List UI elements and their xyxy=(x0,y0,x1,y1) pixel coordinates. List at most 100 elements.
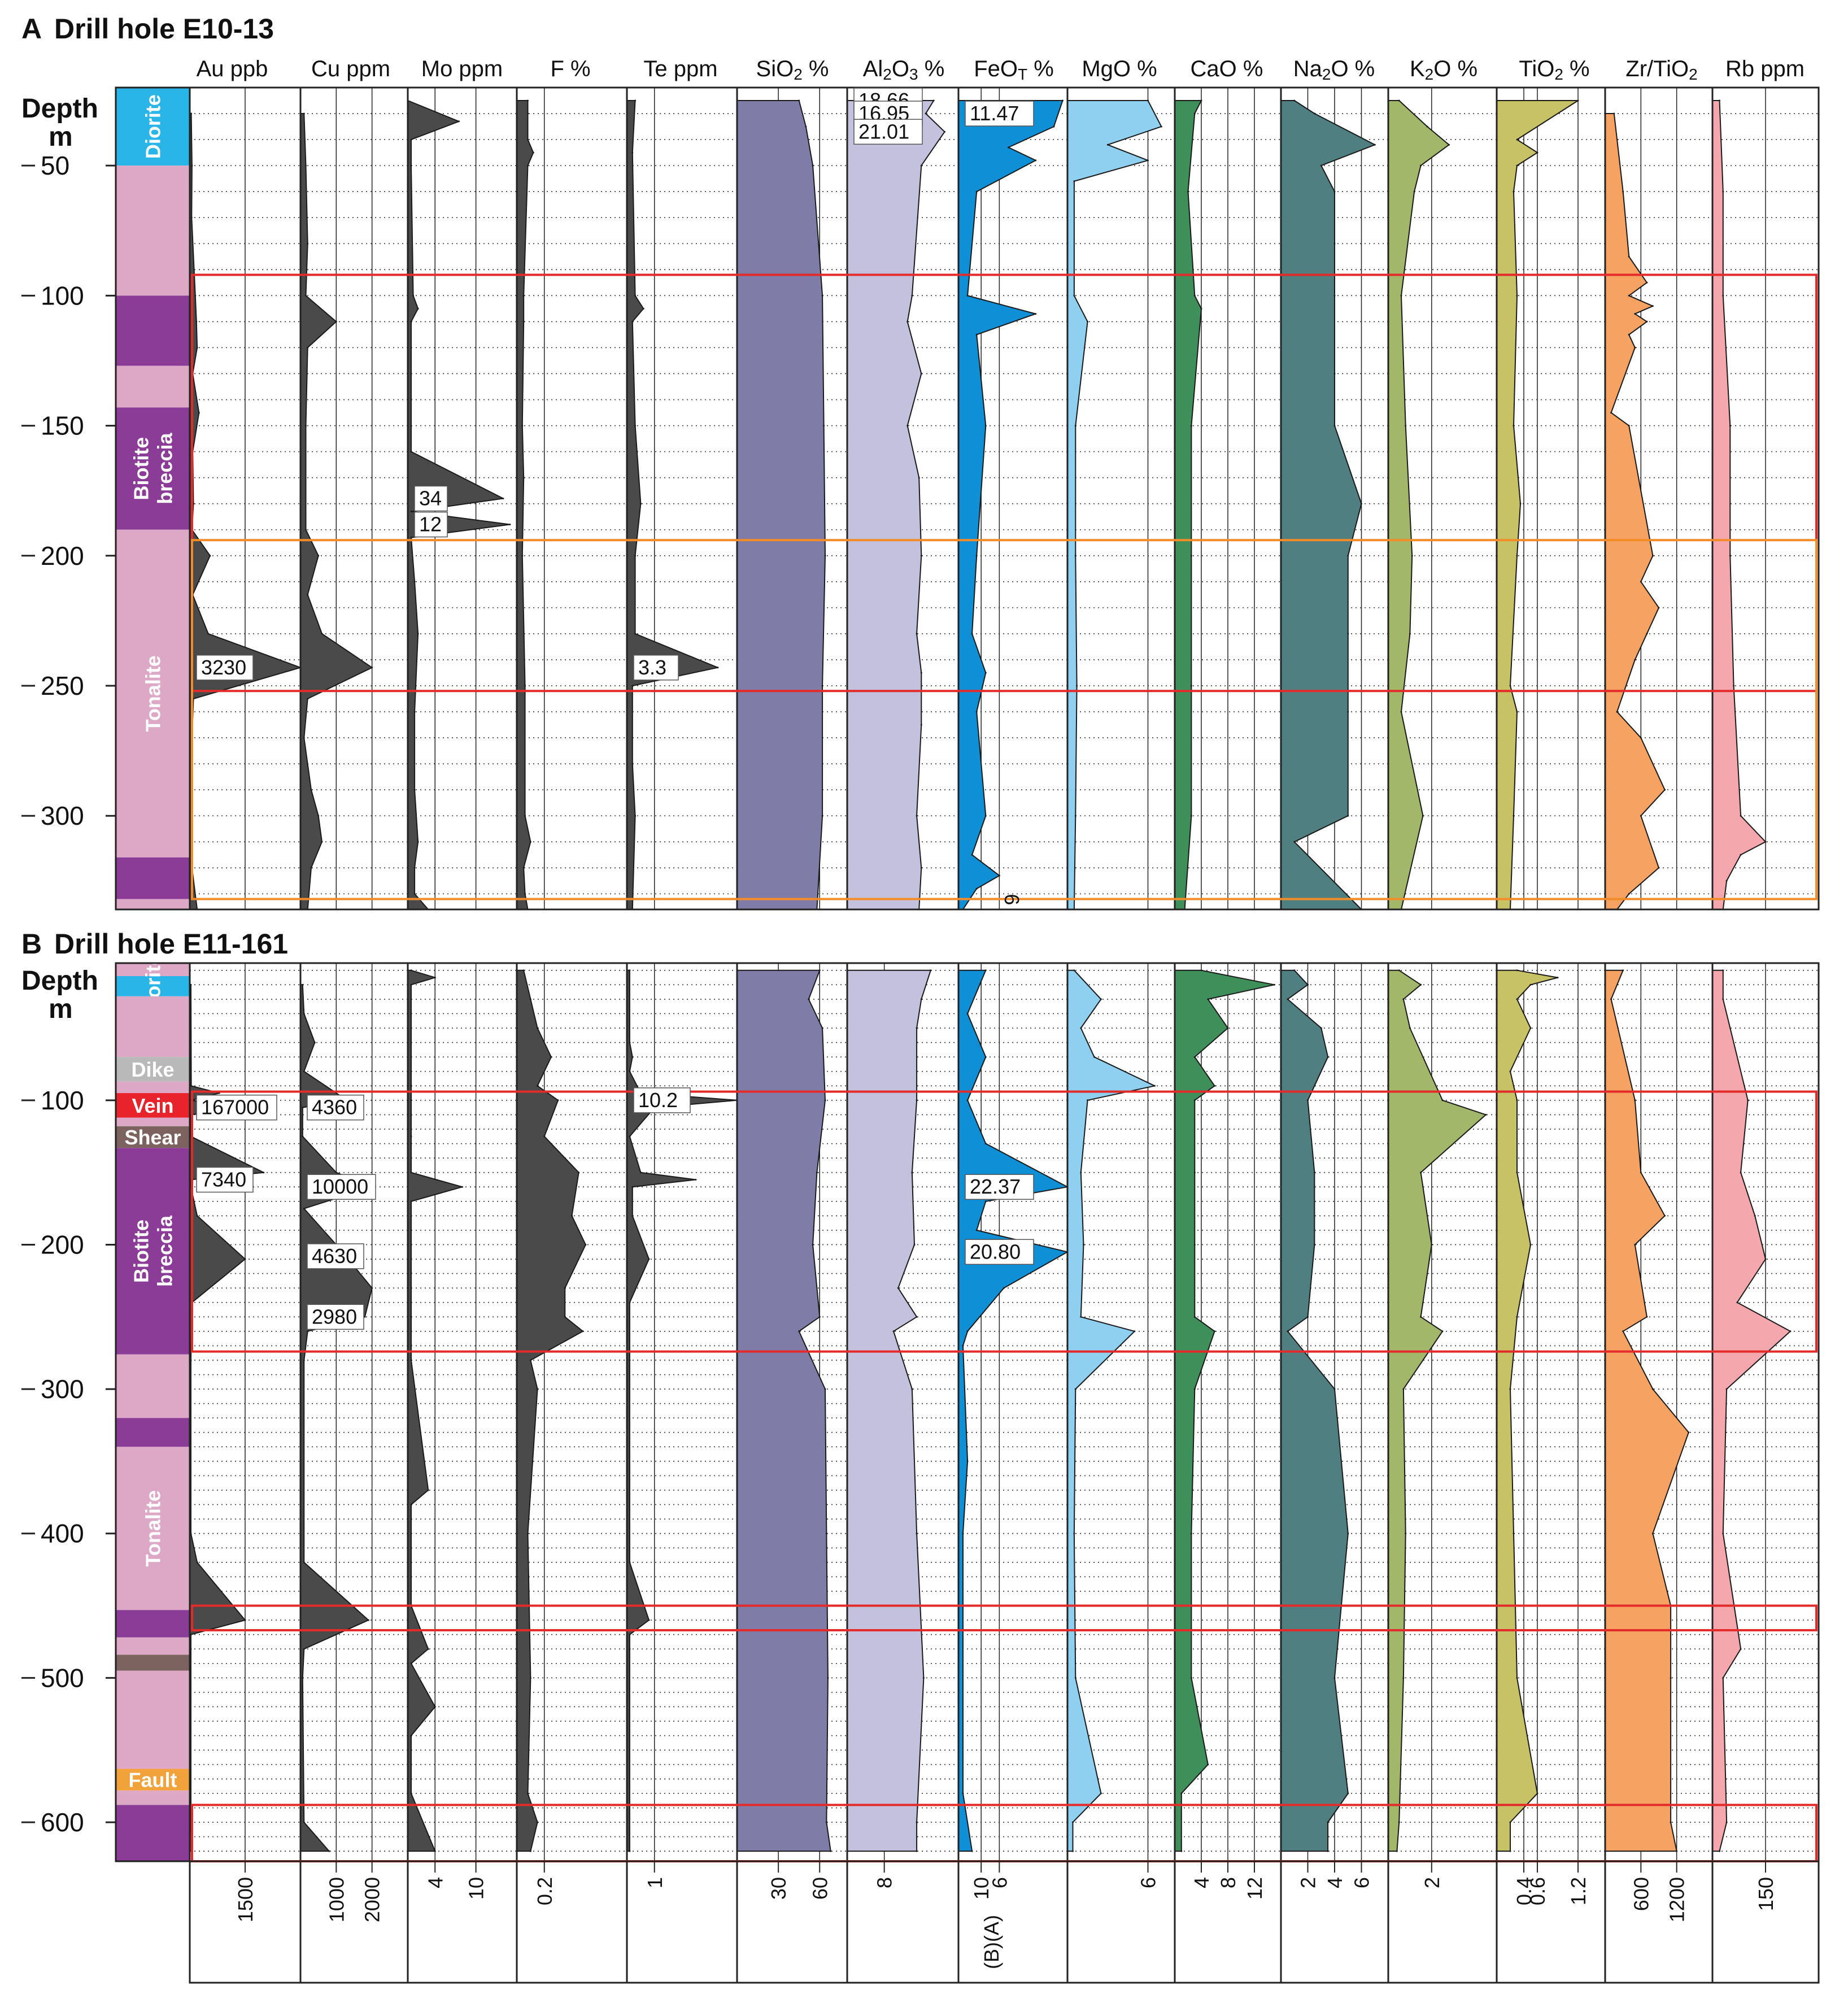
panel-a-sio2-point xyxy=(821,294,823,297)
header-zr-tio2: Zr/TiO2 xyxy=(1625,56,1697,83)
panel-b-au-point xyxy=(263,1172,265,1174)
panel-a-sio2-point xyxy=(824,555,826,557)
panel-a-mgo-point xyxy=(1160,125,1162,128)
panel-a-feot-point xyxy=(975,333,978,336)
panel-b-lith-breccia-18 xyxy=(116,1805,190,1861)
panel-a-k2o-point xyxy=(1398,99,1400,102)
panel-a-cu-point xyxy=(371,667,373,669)
panel-b-al2o3-point xyxy=(892,1330,895,1333)
panel-b-zrtio2-point xyxy=(1651,1388,1654,1390)
header-rb: Rb ppm xyxy=(1725,56,1805,81)
panel-a-cu-point xyxy=(335,320,337,323)
panel-b-lith-label-biotite-breccia: Biotitebreccia xyxy=(130,1215,177,1287)
panel-b-zrtio2-point xyxy=(1634,1244,1636,1246)
panel-b-zrtio2-point xyxy=(1676,1850,1678,1852)
panel-a-tio2-point xyxy=(1513,190,1515,193)
panel-a-tio2-point xyxy=(1516,711,1518,713)
panel-a-au-point xyxy=(194,294,197,297)
panel-a-annotation-box xyxy=(414,511,448,538)
panel-a-feot-point xyxy=(975,555,978,557)
panel-b-f-point xyxy=(529,1850,531,1852)
panel-a-annotation-al2o3: 21.01 xyxy=(858,120,909,143)
panel-b-cu-point xyxy=(313,1042,316,1044)
panel-a-sio2-point xyxy=(812,164,814,167)
panel-b-cao-point xyxy=(1193,1099,1196,1102)
panel-b-cao-point xyxy=(1193,1316,1196,1318)
panel-b-mgo-point xyxy=(1080,1172,1082,1174)
panel-b-feot-point xyxy=(984,1056,987,1058)
panel-a-te-point xyxy=(634,99,637,102)
panel-b-rb-point xyxy=(1736,1301,1738,1304)
panel-b-lith-tonalite-6 xyxy=(116,1117,190,1126)
panel-b-cao-profile xyxy=(1174,969,1275,1852)
panel-a-al2o3-point xyxy=(916,815,918,817)
panel-a-f-point xyxy=(527,99,529,102)
panel-b-tio2-point xyxy=(1516,1099,1518,1102)
panel-b-f-point xyxy=(578,1172,580,1174)
panel-a-na2o-point xyxy=(1347,711,1349,713)
panel-b-lith-tonalite-17 xyxy=(116,1790,190,1805)
panel-b-mgo-point xyxy=(1087,1099,1089,1102)
panel-b-f-point xyxy=(543,1135,546,1138)
panel-a-k2o-point xyxy=(1420,164,1422,167)
panel-b-mo-point xyxy=(410,1316,412,1318)
panel-b-lith-tonalite-13 xyxy=(116,1637,190,1655)
panel-b-depth-unit: m xyxy=(49,994,73,1024)
panel-b-na2o-point xyxy=(1327,1850,1329,1852)
panel-b-cao-point xyxy=(1190,1677,1192,1679)
panel-b-cao-point xyxy=(1193,1388,1196,1390)
bottom-tick-label-f: 0.2 xyxy=(533,1877,556,1905)
panel-b-al2o3-point xyxy=(913,1244,916,1246)
panel-b-cao-point xyxy=(1180,1792,1183,1795)
panel-b-f-point xyxy=(585,1244,587,1246)
panel-b-k2o-point xyxy=(1420,983,1422,986)
bottom-tick-label-cao: 12 xyxy=(1243,1877,1266,1900)
panel-a-cao-point xyxy=(1190,555,1192,557)
panel-a-zrtio2-point xyxy=(1651,305,1654,307)
panel-a-na2o-point xyxy=(1347,633,1349,635)
panel-a-f-point xyxy=(522,294,525,297)
panel-b-na2o-point xyxy=(1287,1330,1289,1333)
panel-a-feot-point xyxy=(984,672,987,674)
panel-b-lith-label-tonalite: Tonalite xyxy=(142,1490,165,1566)
panel-a-f-point xyxy=(521,555,524,557)
panel-a-sio2-profile xyxy=(736,100,826,910)
panel-a-lith-tonalite-5 xyxy=(116,529,190,857)
panel-b-tio2-point xyxy=(1557,977,1559,979)
panel-a-al2o3-point xyxy=(920,373,922,375)
panel-b-sio2-point xyxy=(830,1850,832,1852)
panel-b-cao-point xyxy=(1180,1850,1183,1852)
panel-b-depth-tick-label: 200 xyxy=(41,1230,84,1259)
panel-b-f-point xyxy=(564,1287,566,1289)
bottom-tick-label-zrtio2: 1200 xyxy=(1666,1877,1689,1922)
panel-b-f-point xyxy=(529,1359,531,1361)
panel-b-f-point xyxy=(537,1388,539,1390)
panel-a-na2o-point xyxy=(1333,242,1336,245)
panel-a-cu-point xyxy=(321,841,323,843)
panel-b-na2o-point xyxy=(1347,1533,1349,1535)
panel-a-zrtio2-point xyxy=(1664,789,1666,791)
panel-a-na2o-point xyxy=(1361,503,1362,505)
panel-b-tio2-point xyxy=(1516,998,1518,1000)
panel-b-feot-point xyxy=(1003,1287,1005,1289)
panel-a-mo-point xyxy=(413,867,416,869)
panel-b-annotation-feot: 20.80 xyxy=(970,1240,1021,1263)
panel-a-na2o-point xyxy=(1313,112,1315,115)
panel-a-sio2-point xyxy=(821,815,823,817)
panel-b-feot-point xyxy=(966,1330,969,1333)
panel-b-lith-label-vein: Vein xyxy=(132,1094,173,1117)
panel-b-rb-point xyxy=(1740,1172,1742,1174)
panel-a-mgo-point xyxy=(1073,180,1075,182)
panel-b-na2o-point xyxy=(1307,983,1309,986)
panel-b-cu-point xyxy=(302,983,304,986)
panel-b-title: Drill hole E11-161 xyxy=(54,928,288,960)
panel-b-zrtio2-point xyxy=(1622,1330,1624,1333)
panel-b-cao-point xyxy=(1193,1244,1196,1246)
panel-b-feot-point xyxy=(984,969,987,972)
panel-b-k2o-point xyxy=(1441,1099,1444,1102)
panel-a-al2o3-point xyxy=(925,112,927,115)
panel-b-na2o-point xyxy=(1333,1388,1336,1390)
panel-b-zrtio2-point xyxy=(1610,998,1612,1000)
bottom-tick-label-al2o3: 8 xyxy=(873,1877,896,1888)
panel-a-na2o-point xyxy=(1347,815,1349,817)
